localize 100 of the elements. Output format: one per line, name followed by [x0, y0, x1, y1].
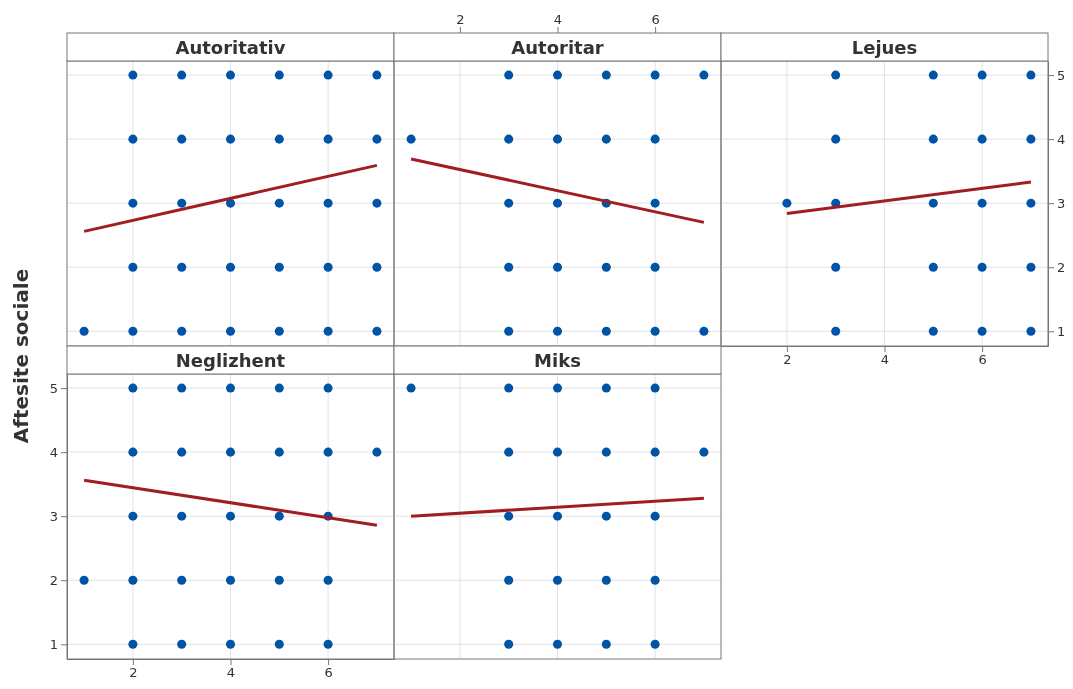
- point: [274, 383, 284, 393]
- point: [552, 511, 563, 521]
- point: [372, 262, 382, 272]
- point: [504, 134, 514, 144]
- point: [928, 326, 938, 336]
- point: [552, 326, 563, 336]
- point: [372, 198, 382, 208]
- point: [1026, 70, 1036, 80]
- point: [601, 70, 611, 80]
- point: [977, 70, 987, 80]
- point: [225, 639, 236, 649]
- point: [699, 447, 709, 457]
- point: [128, 639, 138, 649]
- point: [831, 262, 841, 272]
- point: [225, 262, 236, 272]
- point: [552, 383, 563, 393]
- chart-title: Autoritar: [511, 37, 604, 58]
- point: [274, 326, 284, 336]
- point: [977, 262, 987, 272]
- point: [128, 70, 138, 80]
- point: [601, 134, 611, 144]
- point: [177, 326, 187, 336]
- point: [650, 326, 660, 336]
- point: [601, 639, 611, 649]
- point: [1026, 262, 1036, 272]
- x2-tick-label: 6: [651, 12, 660, 27]
- y-tick-label: 3: [49, 508, 58, 524]
- point: [650, 383, 660, 393]
- point: [650, 511, 660, 521]
- point: [552, 447, 563, 457]
- point: [323, 639, 333, 649]
- point: [323, 262, 333, 272]
- point: [274, 447, 284, 457]
- y-axis-title: Aftesite sociale: [9, 268, 33, 444]
- point: [552, 198, 563, 208]
- point: [831, 326, 841, 336]
- point: [225, 326, 236, 336]
- point: [323, 198, 333, 208]
- point: [274, 134, 284, 144]
- point: [323, 70, 333, 80]
- point: [601, 326, 611, 336]
- x-tick-label: 6: [978, 352, 987, 368]
- point: [504, 511, 514, 521]
- y-tick-label: 2: [49, 572, 58, 588]
- point: [406, 134, 416, 144]
- point: [552, 575, 563, 585]
- point: [177, 447, 187, 457]
- point: [650, 639, 660, 649]
- point: [225, 70, 236, 80]
- x-tick-label: 4: [226, 665, 236, 681]
- chart-title: Lejues: [851, 37, 918, 58]
- point: [177, 70, 187, 80]
- point: [225, 511, 236, 521]
- point: [177, 134, 187, 144]
- point: [79, 326, 89, 336]
- point: [225, 447, 236, 457]
- point: [552, 70, 563, 80]
- point: [601, 511, 611, 521]
- point: [177, 198, 187, 208]
- point: [177, 575, 187, 585]
- point: [323, 326, 333, 336]
- point: [128, 198, 138, 208]
- point: [225, 575, 236, 585]
- point: [128, 511, 138, 521]
- point: [504, 639, 514, 649]
- point: [928, 134, 938, 144]
- chart-title: Neglizhent: [175, 350, 286, 371]
- y-tick-label: 1: [49, 636, 58, 652]
- point: [177, 511, 187, 521]
- y-tick-label: 4: [49, 444, 58, 460]
- point: [177, 383, 187, 393]
- point: [323, 447, 333, 457]
- y2-tick-label: 2: [1057, 259, 1066, 275]
- point: [1026, 134, 1036, 144]
- point: [601, 383, 611, 393]
- chart-title: Miks: [534, 350, 581, 371]
- point: [977, 326, 987, 336]
- y2-tick-label: 3: [1057, 195, 1066, 211]
- x-tick-label: 2: [129, 665, 138, 681]
- point: [928, 70, 938, 80]
- point: [406, 383, 416, 393]
- x-tick-label: 2: [783, 352, 792, 368]
- point: [274, 639, 284, 649]
- point: [274, 262, 284, 272]
- point: [274, 575, 284, 585]
- point: [504, 262, 514, 272]
- point: [650, 198, 660, 208]
- point: [128, 134, 138, 144]
- point: [225, 134, 236, 144]
- point: [128, 262, 138, 272]
- point: [650, 262, 660, 272]
- point: [552, 639, 563, 649]
- point: [1026, 326, 1036, 336]
- x-tick-label: 6: [324, 665, 333, 681]
- point: [601, 575, 611, 585]
- point: [79, 575, 89, 585]
- y-tick-label: 5: [49, 380, 58, 396]
- point: [372, 326, 382, 336]
- point: [650, 134, 660, 144]
- point: [504, 326, 514, 336]
